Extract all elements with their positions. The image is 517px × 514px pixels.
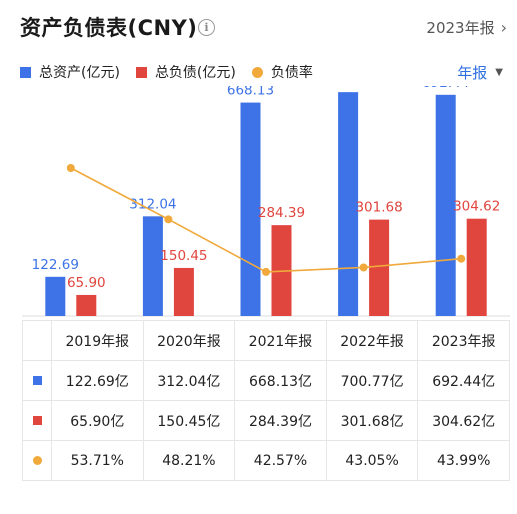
- table-header-cell: 2019年报: [51, 320, 144, 361]
- data-label-total-liabilities: 150.45: [160, 248, 207, 264]
- data-label-total-liabilities: 284.39: [258, 205, 305, 221]
- row-marker-cell: [22, 400, 52, 441]
- legend-item-total-assets[interactable]: 总资产(亿元): [20, 62, 120, 82]
- square-marker-icon: [32, 375, 42, 385]
- table-cell: 43.05%: [325, 440, 419, 481]
- table-cell: 284.39亿: [234, 400, 327, 441]
- data-label-total-assets: 668.13: [227, 86, 274, 99]
- dot-marker-icon: [32, 455, 42, 465]
- data-label-total-assets: 122.69: [32, 257, 79, 273]
- table-header-cell: 2022年报: [325, 320, 419, 361]
- bar-total-liabilities[interactable]: [76, 294, 97, 316]
- debt-ratio-point[interactable]: [457, 254, 466, 263]
- data-label-total-assets: 692.44: [422, 86, 469, 91]
- data-label-total-liabilities: 301.68: [355, 200, 402, 216]
- table-row-total-liabilities: 65.90亿 150.45亿 284.39亿 301.68亿 304.62亿: [22, 400, 510, 441]
- data-label-total-assets: 312.04: [129, 196, 176, 212]
- table-cell: 668.13亿: [234, 360, 327, 401]
- table-cell: 42.57%: [234, 440, 327, 481]
- balance-sheet-chart: 122.69 65.90 312.04 150.45 668.13 284.39 700.7…: [22, 86, 510, 317]
- page-title: 资产负债表(CNY): [20, 16, 198, 40]
- table-cell: 43.99%: [417, 440, 510, 481]
- period-report-label: 2023年报: [426, 19, 495, 37]
- info-icon[interactable]: i: [198, 19, 215, 36]
- table-header-cell: 2023年报: [417, 320, 510, 361]
- row-marker-cell: [22, 440, 52, 481]
- bar-total-liabilities[interactable]: [369, 219, 390, 316]
- legend-swatch-debt-ratio: [251, 66, 263, 78]
- chevron-right-icon: ›: [500, 18, 507, 37]
- table-cell: 122.69亿: [51, 360, 144, 401]
- table-row-total-assets: 122.69亿 312.04亿 668.13亿 700.77亿 692.44亿: [22, 360, 510, 401]
- table-header-row: 2019年报 2020年报 2021年报 2022年报 2023年报: [22, 320, 510, 361]
- bar-total-assets[interactable]: [338, 92, 359, 316]
- legend-label-total-liabilities: 总负债(亿元): [154, 65, 236, 81]
- table-cell: 700.77亿: [325, 360, 419, 401]
- legend-label-debt-ratio: 负债率: [270, 65, 313, 81]
- bar-total-liabilities[interactable]: [466, 218, 487, 316]
- legend-label-total-assets: 总资产(亿元): [39, 65, 120, 81]
- table-cell: 304.62亿: [417, 400, 510, 441]
- row-marker-cell: [22, 360, 52, 401]
- chart-legend: 总资产(亿元) 总负债(亿元) 负债率: [20, 62, 329, 82]
- data-label-total-assets: 700.77: [324, 86, 371, 88]
- table-corner-cell: [22, 320, 52, 361]
- legend-item-debt-ratio[interactable]: 负债率: [251, 62, 313, 82]
- debt-ratio-point[interactable]: [359, 263, 368, 272]
- legend-item-total-liabilities[interactable]: 总负债(亿元): [135, 62, 236, 82]
- caret-down-icon: ▼: [495, 67, 503, 78]
- table-cell: 53.71%: [51, 440, 144, 481]
- data-label-total-liabilities: 65.90: [67, 275, 106, 291]
- table-cell: 65.90亿: [51, 400, 144, 441]
- bar-total-assets[interactable]: [240, 102, 261, 316]
- table-cell: 301.68亿: [325, 400, 419, 441]
- debt-ratio-point[interactable]: [66, 164, 75, 172]
- legend-swatch-total-liabilities: [135, 66, 147, 78]
- legend-swatch-total-assets: [20, 66, 31, 78]
- square-marker-icon: [32, 415, 42, 425]
- table-cell: 692.44亿: [417, 360, 510, 401]
- data-table: 2019年报 2020年报 2021年报 2022年报 2023年报 122.6…: [22, 320, 510, 481]
- table-header-cell: 2020年报: [142, 320, 236, 361]
- table-cell: 48.21%: [142, 440, 236, 481]
- table-cell: 150.45亿: [142, 400, 236, 441]
- table-header-cell: 2021年报: [234, 320, 327, 361]
- period-select[interactable]: 年报 ▼: [457, 62, 503, 83]
- header: 资产负债表(CNY) i 2023年报 ›: [0, 0, 517, 56]
- bar-total-assets[interactable]: [142, 216, 163, 316]
- bar-total-assets[interactable]: [45, 276, 66, 316]
- table-row-debt-ratio: 53.71% 48.21% 42.57% 43.05% 43.99%: [22, 440, 510, 481]
- data-label-total-liabilities: 304.62: [453, 199, 500, 215]
- period-report-link[interactable]: 2023年报 ›: [426, 17, 507, 38]
- bar-total-liabilities[interactable]: [173, 267, 194, 316]
- table-cell: 312.04亿: [142, 360, 236, 401]
- period-select-label: 年报: [457, 64, 488, 82]
- debt-ratio-point[interactable]: [262, 267, 270, 276]
- debt-ratio-point[interactable]: [164, 215, 173, 224]
